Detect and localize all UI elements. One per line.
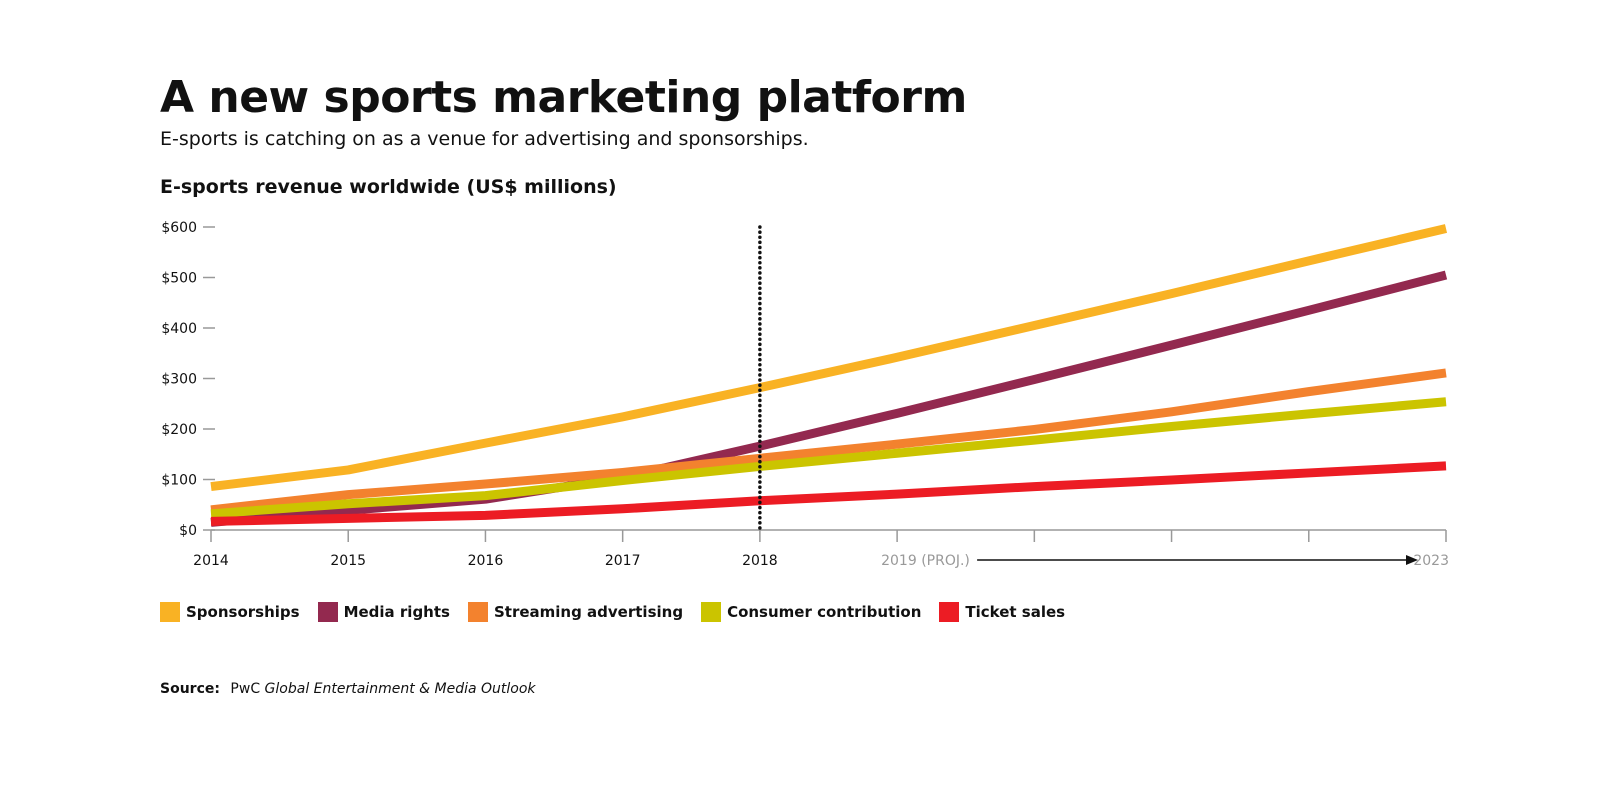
y-tick-label: $400 (161, 321, 197, 337)
legend-swatch (160, 602, 180, 622)
legend-item-ticket-sales: Ticket sales (939, 602, 1065, 622)
source-label: Source: (160, 681, 220, 697)
x-tick-label: 2023 (1413, 553, 1449, 569)
legend-item-streaming-advertising: Streaming advertising (467, 602, 684, 622)
legend-swatch (939, 602, 960, 622)
series-lines (210, 224, 1448, 527)
x-tick-label: 2014 (193, 553, 229, 569)
x-tick-label: 2019 (PROJ.) (881, 553, 970, 569)
series-line-ticket-sales (210, 461, 1447, 526)
x-tick-label: 2015 (330, 553, 366, 569)
projection-arrow-icon (977, 555, 1418, 565)
series-line-sponsorships (210, 224, 1448, 492)
series-line-media-rights (210, 270, 1448, 527)
legend-item-consumer-contribution: Consumer contribution (701, 602, 921, 622)
legend-swatch (467, 602, 488, 622)
y-tick-label: $500 (161, 271, 197, 287)
arrow-head-icon (1406, 555, 1418, 565)
y-axis: $0 $100 $200 $300 $400 $500 $600 (161, 220, 215, 539)
legend-label: Media rights (343, 603, 450, 621)
source-publication: Global Entertainment & Media Outlook (264, 681, 536, 697)
legend-label: Streaming advertising (493, 603, 684, 621)
x-tick-label: 2017 (605, 553, 641, 569)
legend-label: Sponsorships (186, 603, 300, 621)
legend-swatch (701, 602, 722, 622)
legend-label: Consumer contribution (727, 603, 922, 621)
chart-title: E-sports revenue worldwide (US$ millions… (160, 176, 617, 198)
y-tick-label: $300 (161, 372, 197, 388)
page-subtitle: E-sports is catching on as a venue for a… (160, 128, 809, 150)
source-note: Source: PwC Global Entertainment & Media… (160, 681, 536, 697)
x-tick-label: 2018 (742, 553, 778, 569)
series-line-streaming-advertising (210, 368, 1447, 515)
legend-item-sponsorships: Sponsorships (160, 602, 300, 622)
legend-item-media-rights: Media rights (317, 602, 450, 622)
y-tick-label: $600 (161, 220, 197, 236)
y-tick-label: $200 (161, 422, 197, 438)
source-org: PwC (230, 681, 261, 697)
x-tick-label: 2016 (468, 553, 504, 569)
legend-swatch (317, 602, 338, 622)
y-tick-label: $0 (179, 523, 197, 539)
series-line-consumer-contribution (210, 397, 1447, 519)
legend: Sponsorships Media rights Streaming adve… (160, 602, 1083, 622)
page-title: A new sports marketing platform (160, 72, 967, 123)
y-tick-label: $100 (161, 473, 197, 489)
x-axis: 2014 2015 2016 2017 2018 2019 (PROJ.) 2023 (193, 529, 1449, 569)
legend-label: Ticket sales (965, 603, 1066, 621)
